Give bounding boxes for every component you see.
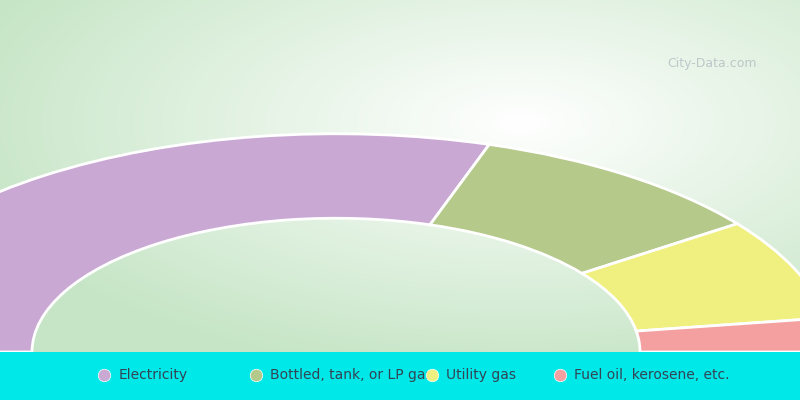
Wedge shape — [430, 144, 738, 273]
Text: Utility gas: Utility gas — [446, 368, 517, 382]
Text: Fuel oil, kerosene, etc.: Fuel oil, kerosene, etc. — [574, 368, 730, 382]
Wedge shape — [582, 224, 800, 331]
Text: City-Data.com: City-Data.com — [667, 57, 757, 70]
Wedge shape — [636, 318, 800, 352]
Wedge shape — [0, 134, 490, 352]
Text: Bottled, tank, or LP gas: Bottled, tank, or LP gas — [270, 368, 433, 382]
Text: Electricity: Electricity — [118, 368, 187, 382]
